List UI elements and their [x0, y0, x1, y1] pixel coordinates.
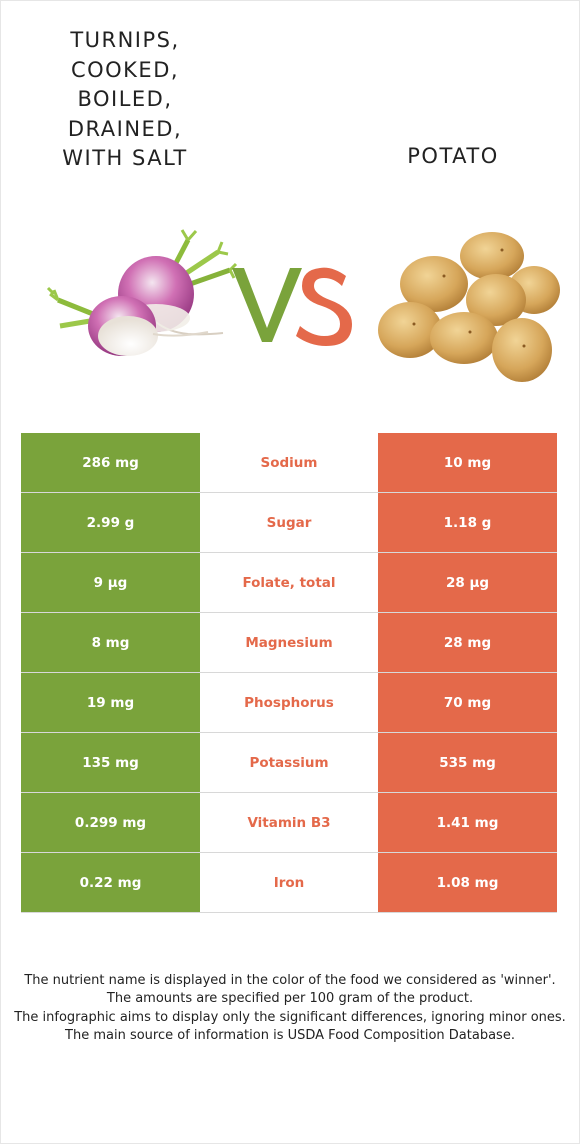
right-value: 535 mg: [378, 733, 557, 792]
nutrient-name: Iron: [200, 853, 378, 912]
nutrient-name: Phosphorus: [200, 673, 378, 732]
food-left-title: TURNIPS, COOKED, BOILED, DRAINED, WITH S…: [62, 28, 188, 170]
table-row: 0.299 mg Vitamin B3 1.41 mg: [21, 793, 557, 853]
right-value: 10 mg: [378, 433, 557, 492]
vs-s-letter: [296, 267, 352, 346]
table-row: 8 mg Magnesium 28 mg: [21, 613, 557, 673]
table-row: 0.22 mg Iron 1.08 mg: [21, 853, 557, 913]
right-value: 28 mg: [378, 613, 557, 672]
potato-image: [378, 232, 560, 382]
left-value: 0.299 mg: [21, 793, 200, 852]
food-right-title: POTATO: [407, 144, 499, 168]
nutrient-name: Potassium: [200, 733, 378, 792]
right-value: 28 µg: [378, 553, 557, 612]
nutrient-name: Sugar: [200, 493, 378, 552]
footer-line: The amounts are specified per 100 gram o…: [106, 991, 474, 1007]
footer-line: The infographic aims to display only the…: [14, 1009, 566, 1025]
footer-line: The main source of information is USDA F…: [65, 1027, 515, 1043]
left-value: 286 mg: [21, 433, 200, 492]
left-value: 0.22 mg: [21, 853, 200, 912]
left-value: 135 mg: [21, 733, 200, 792]
turnip-image: [46, 229, 238, 356]
right-value: 70 mg: [378, 673, 557, 732]
nutrient-name: Vitamin B3: [200, 793, 378, 852]
nutrient-name: Folate, total: [200, 553, 378, 612]
right-value: 1.08 mg: [378, 853, 557, 912]
table-row: 19 mg Phosphorus 70 mg: [21, 673, 557, 733]
footer-notes: The nutrient name is displayed in the co…: [14, 972, 566, 1045]
vs-v-letter: [232, 268, 302, 342]
right-value: 1.41 mg: [378, 793, 557, 852]
nutrient-name: Sodium: [200, 433, 378, 492]
left-value: 19 mg: [21, 673, 200, 732]
vs-label: [232, 267, 352, 346]
footer-line: The nutrient name is displayed in the co…: [24, 973, 556, 988]
right-value: 1.18 g: [378, 493, 557, 552]
nutrient-name: Magnesium: [200, 613, 378, 672]
table-row: 2.99 g Sugar 1.18 g: [21, 493, 557, 553]
left-value: 8 mg: [21, 613, 200, 672]
table-row: 9 µg Folate, total 28 µg: [21, 553, 557, 613]
left-value: 2.99 g: [21, 493, 200, 552]
table-row: 135 mg Potassium 535 mg: [21, 733, 557, 793]
left-value: 9 µg: [21, 553, 200, 612]
table-row: 286 mg Sodium 10 mg: [21, 433, 557, 493]
